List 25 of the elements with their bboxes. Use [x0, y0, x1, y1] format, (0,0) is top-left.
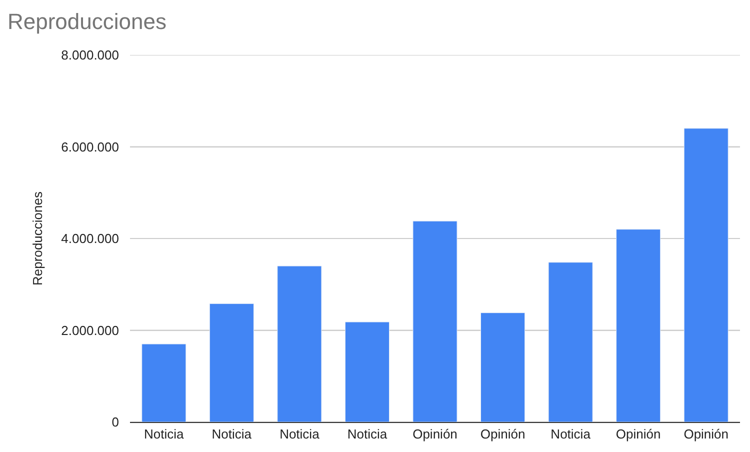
x-tick-label: Noticia — [144, 426, 185, 442]
y-tick-label: 8.000.000 — [61, 48, 119, 63]
y-tick-label: 6.000.000 — [61, 139, 119, 154]
bar — [412, 220, 458, 422]
y-tick-label: 4.000.000 — [61, 231, 119, 246]
x-tick-label: Opinión — [480, 426, 526, 442]
x-tick-label: Opinión — [684, 426, 729, 442]
bar — [344, 322, 390, 422]
x-tick-label: Opinión — [616, 426, 661, 442]
bar — [277, 266, 322, 422]
x-tick-label: Noticia — [550, 426, 592, 442]
x-tick-label: Noticia — [280, 426, 320, 442]
y-axis-title: Reproducciones — [30, 191, 46, 286]
bar — [548, 262, 593, 422]
x-tick-label: Noticia — [212, 426, 252, 442]
bar — [480, 312, 526, 422]
bar — [209, 303, 254, 422]
bar — [142, 344, 186, 422]
x-tick-label: Opinión — [412, 426, 458, 442]
bar — [684, 128, 728, 422]
chart-title: Reproducciones — [8, 8, 166, 34]
bar — [616, 229, 661, 422]
x-tick-label: Noticia — [347, 426, 388, 442]
y-tick-label: 2.000.000 — [61, 322, 119, 338]
y-tick-label: 0 — [112, 414, 119, 430]
